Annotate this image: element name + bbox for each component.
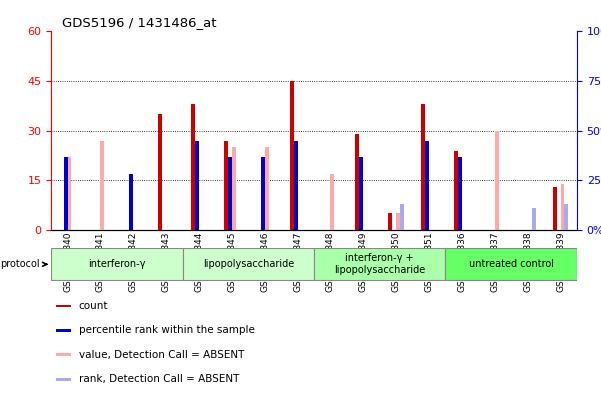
Bar xyxy=(290,81,294,230)
Text: interferon-γ +
lipopolysaccharide: interferon-γ + lipopolysaccharide xyxy=(334,253,426,275)
Bar xyxy=(532,208,535,230)
Bar xyxy=(458,157,462,230)
Text: interferon-γ: interferon-γ xyxy=(88,259,145,269)
Bar xyxy=(495,130,499,230)
Bar xyxy=(564,204,569,230)
Text: lipopolysaccharide: lipopolysaccharide xyxy=(203,259,294,269)
Bar xyxy=(314,248,445,280)
Bar xyxy=(56,378,71,381)
Bar xyxy=(56,329,71,332)
Bar xyxy=(454,151,458,230)
Bar xyxy=(553,187,557,230)
Bar xyxy=(158,114,162,230)
Text: count: count xyxy=(79,301,108,311)
Text: value, Detection Call = ABSENT: value, Detection Call = ABSENT xyxy=(79,350,244,360)
Text: protocol: protocol xyxy=(0,259,46,269)
Bar xyxy=(561,184,564,230)
Bar xyxy=(64,157,67,230)
Bar xyxy=(445,248,577,280)
Bar xyxy=(67,157,72,230)
Bar xyxy=(100,141,105,230)
Bar xyxy=(228,157,232,230)
Bar xyxy=(359,157,364,230)
Bar xyxy=(294,141,297,230)
Bar xyxy=(264,147,269,230)
Bar xyxy=(331,174,334,230)
Bar xyxy=(56,353,71,356)
Bar xyxy=(400,204,404,230)
Text: percentile rank within the sample: percentile rank within the sample xyxy=(79,325,255,335)
Bar xyxy=(425,141,429,230)
Bar xyxy=(56,305,71,307)
Bar xyxy=(224,141,228,230)
Text: GDS5196 / 1431486_at: GDS5196 / 1431486_at xyxy=(62,16,216,29)
Bar xyxy=(388,213,392,230)
Bar xyxy=(195,141,199,230)
Bar xyxy=(421,104,425,230)
Bar xyxy=(183,248,314,280)
Bar xyxy=(396,213,400,230)
Bar xyxy=(51,248,183,280)
Bar xyxy=(232,147,236,230)
Text: untreated control: untreated control xyxy=(469,259,554,269)
Bar xyxy=(191,104,195,230)
Text: rank, Detection Call = ABSENT: rank, Detection Call = ABSENT xyxy=(79,374,239,384)
Bar xyxy=(129,174,133,230)
Bar xyxy=(355,134,359,230)
Bar xyxy=(261,157,264,230)
